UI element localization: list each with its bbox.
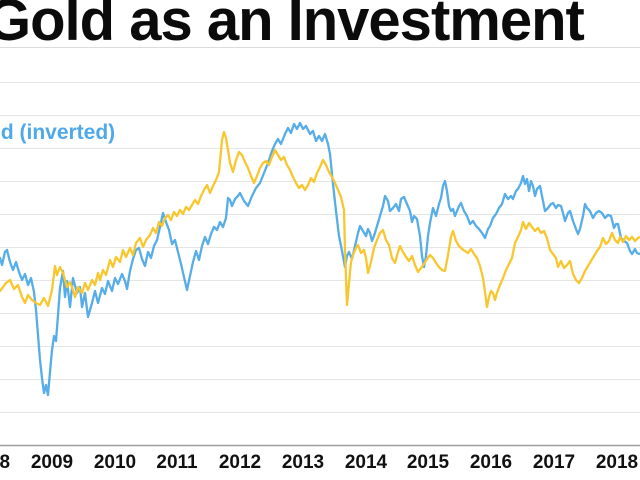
- x-tick-label-2009: 2009: [30, 452, 74, 473]
- x-tick-label-2010: 2010: [93, 452, 137, 473]
- x-tick-label-2012: 2012: [218, 452, 262, 473]
- x-tick-label-2008: 2008: [0, 452, 11, 473]
- x-tick-label-2013: 2013: [281, 452, 325, 473]
- inverted-yield-line: [0, 121, 640, 397]
- x-tick-label-2014: 2014: [344, 452, 388, 473]
- x-tick-label-2016: 2016: [469, 452, 513, 473]
- x-tick-label-2011: 2011: [156, 452, 198, 473]
- x-tick-label-2015: 2015: [406, 452, 450, 473]
- gold-price-line: [0, 130, 640, 309]
- x-tick-label-2017: 2017: [532, 452, 576, 473]
- legend-label-inverted-yield: ld (inverted): [0, 121, 116, 144]
- x-axis: 2008 2009 2010 2011 2012 2013 2014 2015 2016 2017…: [0, 452, 640, 478]
- x-tick-label-2018: 2018: [595, 452, 639, 473]
- title-divider: [0, 47, 640, 48]
- page-title: Gold as an Investment: [0, 0, 585, 53]
